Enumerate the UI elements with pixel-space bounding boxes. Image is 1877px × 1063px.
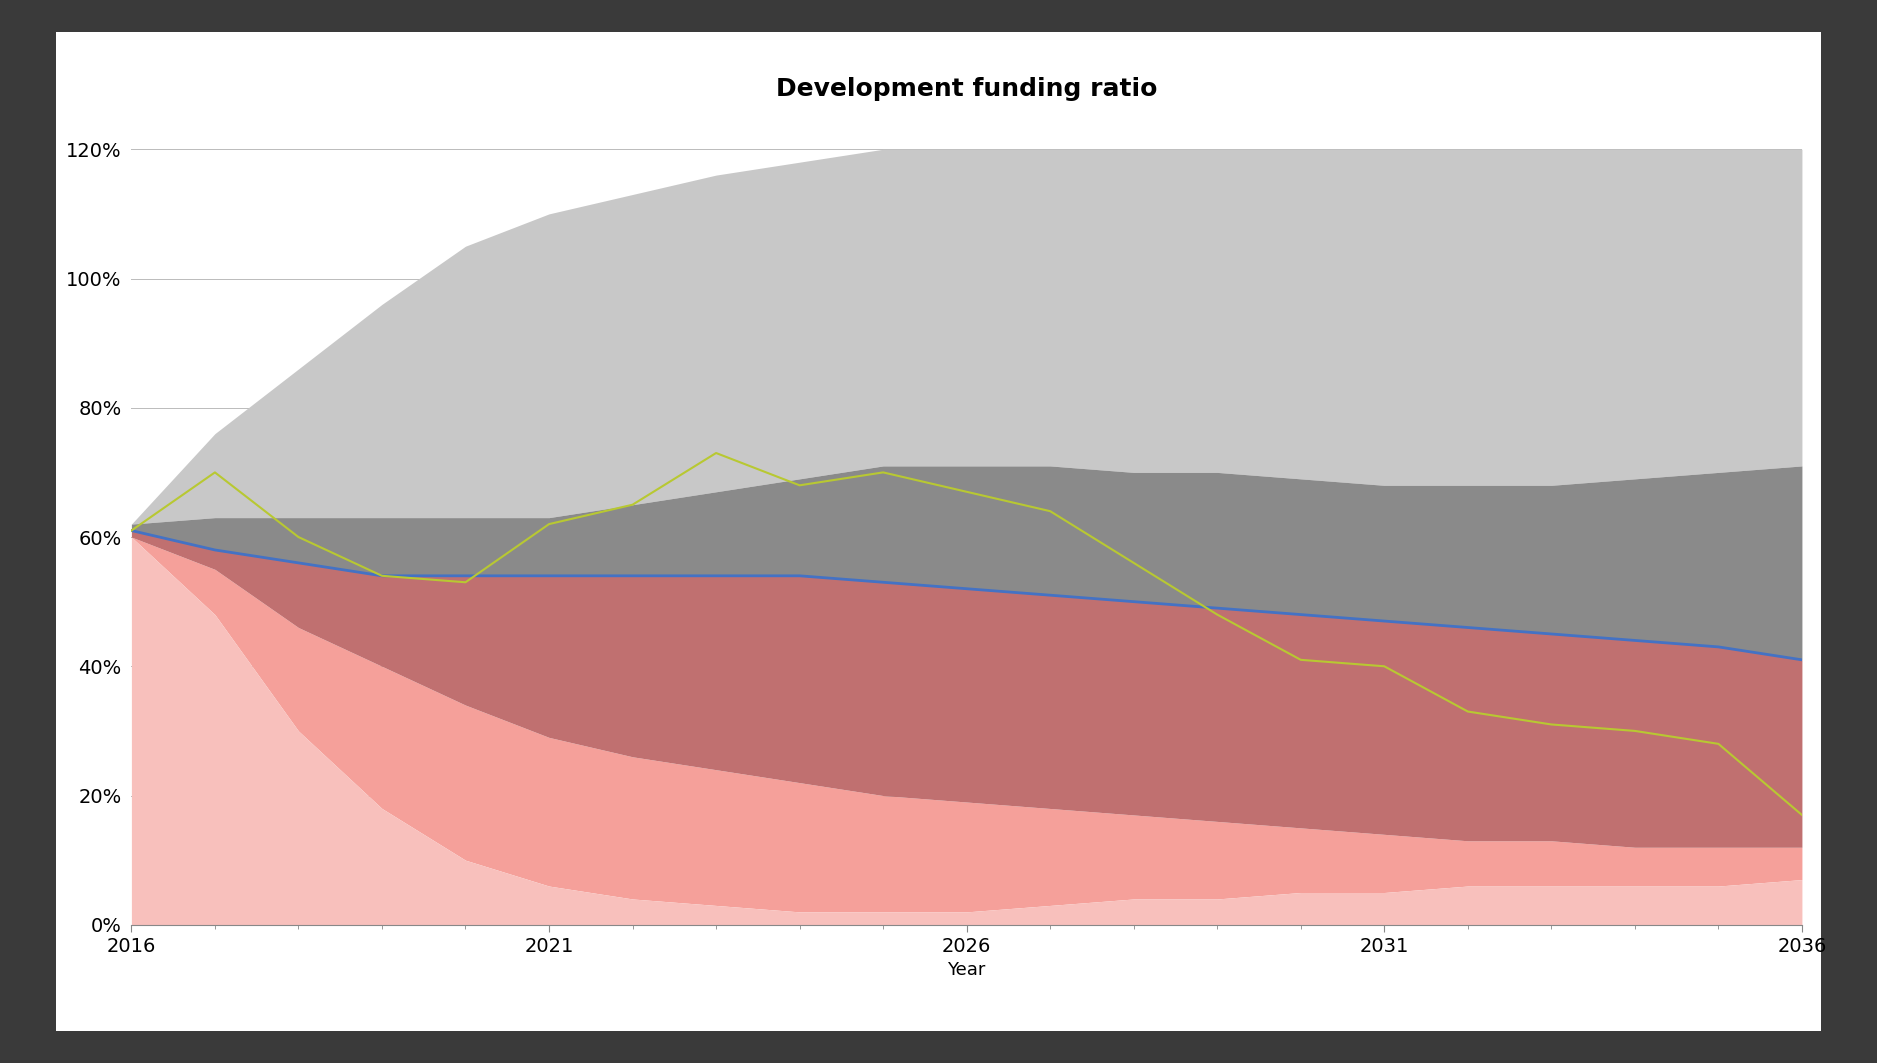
Title: Development funding ratio: Development funding ratio (775, 78, 1158, 101)
X-axis label: Year: Year (948, 961, 985, 979)
Legend: 95% interval, 50% interval, Median, Random scenario: 95% interval, 50% interval, Median, Rand… (141, 1060, 922, 1063)
